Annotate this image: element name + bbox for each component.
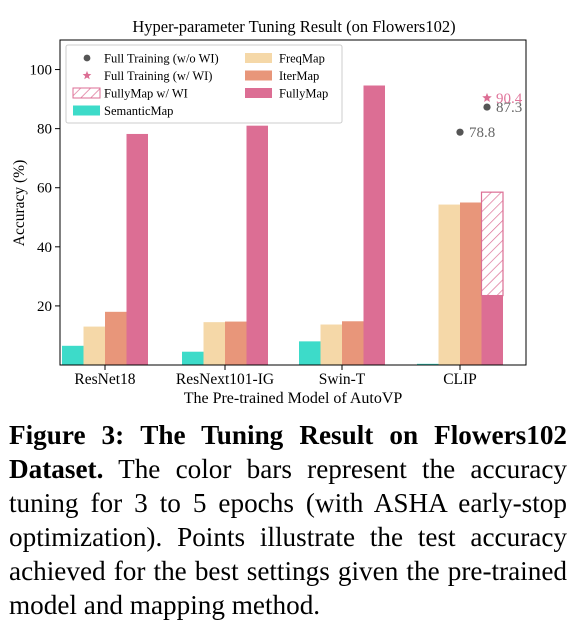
plot-frame	[59, 39, 527, 366]
x-tick-label: Swin-T	[319, 371, 366, 388]
x-axis: ResNet18 ResNext101-IG Swin-T CLIP	[74, 365, 477, 388]
x-axis-label: The Pre-trained Model of AutoVP	[184, 390, 403, 407]
legend: Full Training (w/o WI) Full Training (w/ …	[65, 44, 343, 124]
caption-text: The color bars represent the accuracy tu…	[9, 454, 567, 620]
x-tick-label: ResNext101-IG	[176, 371, 274, 388]
legend-color-patch	[245, 88, 272, 98]
bar-itermap-clip	[460, 202, 482, 365]
chart-title: Hyper-parameter Tuning Result (on Flower…	[132, 17, 455, 36]
bars-layer	[62, 85, 504, 365]
points-layer: 78.887.390.4	[456, 91, 523, 141]
legend-color-patch	[245, 53, 272, 63]
bar-semanticmap-clip	[417, 363, 439, 365]
bar-itermap-swin-t	[342, 321, 364, 365]
bar-chart: Hyper-parameter Tuning Result (on Flower…	[11, 17, 527, 407]
bar-fullymap-swin-t	[363, 85, 385, 365]
legend-label: Full Training (w/o WI)	[104, 52, 219, 66]
legend-label: IterMap	[279, 69, 319, 83]
legend-label: Full Training (w/ WI)	[104, 69, 212, 83]
x-tick-label: CLIP	[443, 371, 477, 388]
bar-itermap-resnet18	[105, 311, 127, 365]
legend-label: FreqMap	[279, 52, 325, 66]
bar-itermap-resnext101-ig	[225, 321, 247, 365]
y-tick-label: 80	[37, 122, 52, 138]
point-value-label: 87.3	[496, 100, 522, 116]
figure: Hyper-parameter Tuning Result (on Flower…	[11, 17, 527, 407]
y-tick-label: 20	[37, 299, 52, 315]
bar-semanticmap-resnet18	[62, 345, 84, 365]
point-full-training-wo-wi	[456, 128, 464, 136]
legend-hatch-patch	[72, 87, 101, 99]
legend-color-patch	[73, 105, 100, 116]
bar-fullymap-resnet18	[126, 133, 148, 365]
bar-semanticmap-swin-t	[299, 341, 321, 365]
legend-label: FullyMap	[279, 87, 328, 101]
y-tick-label: 100	[30, 63, 53, 79]
point-full-training-wo-wi	[483, 103, 491, 111]
point-full-training-w-wi	[482, 92, 492, 102]
y-tick-label: 40	[37, 240, 52, 256]
y-axis: 20 40 60 80 100	[30, 63, 60, 315]
legend-box	[65, 44, 343, 124]
bar-freqmap-swin-t	[320, 324, 342, 365]
point-value-label: 78.8	[469, 125, 495, 141]
x-tick-label: ResNet18	[74, 371, 135, 388]
legend-label: SemanticMap	[104, 104, 173, 118]
bar-fullymap-wi-clip	[480, 191, 504, 297]
caption-title: The Tuning Result on Flowers102 Dataset.	[9, 420, 568, 484]
point-value-label: 90.4	[496, 91, 523, 107]
caption-label: Figure 3:	[9, 420, 125, 450]
bar-freqmap-resnext101-ig	[203, 322, 225, 365]
legend-star-marker	[82, 70, 92, 80]
y-axis-label: Accuracy (%)	[11, 160, 28, 246]
bar-fullymap-clip	[481, 295, 503, 365]
bar-freqmap-resnet18	[83, 326, 105, 365]
bar-freqmap-clip	[438, 204, 460, 365]
legend-color-patch	[245, 70, 272, 81]
figure-caption: Figure 3: The Tuning Result on Flowers10…	[9, 418, 567, 622]
legend-label: FullyMap w/ WI	[104, 87, 188, 101]
bar-semanticmap-resnext101-ig	[182, 351, 204, 365]
legend-circle-marker	[83, 54, 91, 62]
y-tick-label: 60	[37, 181, 52, 197]
bar-fullymap-resnext101-ig	[246, 125, 268, 365]
